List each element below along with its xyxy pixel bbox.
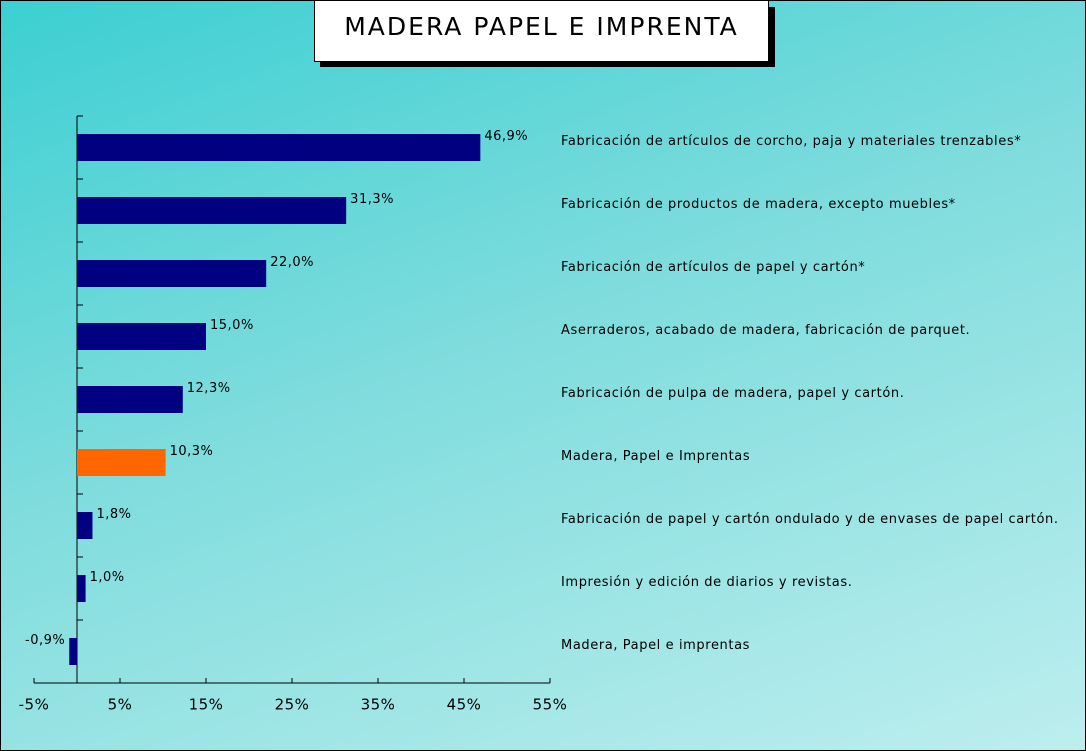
bar	[69, 638, 77, 665]
x-tick-label: 5%	[108, 696, 133, 714]
category-label: Fabricación de papel y cartón ondulado y…	[561, 511, 1059, 527]
chart-title: MADERA PAPEL E IMPRENTA	[314, 1, 769, 62]
x-tick-label: -5%	[19, 696, 50, 714]
x-tick-label: 55%	[533, 696, 568, 714]
value-label: 31,3%	[350, 192, 394, 207]
bar	[77, 260, 267, 287]
value-label: 1,8%	[96, 507, 131, 522]
bar	[77, 512, 93, 539]
value-label: 46,9%	[484, 129, 528, 144]
bar	[77, 323, 206, 350]
category-label: Impresión y edición de diarios y revista…	[561, 574, 853, 590]
category-label: Fabricación de productos de madera, exce…	[561, 196, 956, 212]
bar	[77, 134, 481, 161]
category-label: Fabricación de artículos de papel y cart…	[561, 259, 866, 275]
bar	[77, 197, 347, 224]
x-tick-label: 35%	[361, 696, 396, 714]
value-label: 12,3%	[187, 381, 231, 396]
bar	[77, 449, 166, 476]
x-tick-label: 15%	[189, 696, 224, 714]
value-label: -0,9%	[25, 633, 65, 648]
bar	[77, 575, 86, 602]
value-label: 10,3%	[170, 444, 214, 459]
category-label: Madera, Papel e imprentas	[561, 637, 751, 653]
value-label: 1,0%	[90, 570, 125, 585]
category-label: Fabricación de artículos de corcho, paja…	[561, 133, 1022, 149]
value-label: 15,0%	[210, 318, 254, 333]
category-label: Fabricación de pulpa de madera, papel y …	[561, 385, 905, 401]
category-label: Aserraderos, acabado de madera, fabricac…	[561, 322, 971, 338]
value-label: 22,0%	[270, 255, 314, 270]
bar	[77, 386, 183, 413]
x-tick-label: 25%	[275, 696, 310, 714]
category-label: Madera, Papel e Imprentas	[561, 448, 751, 464]
x-tick-label: 45%	[447, 696, 482, 714]
